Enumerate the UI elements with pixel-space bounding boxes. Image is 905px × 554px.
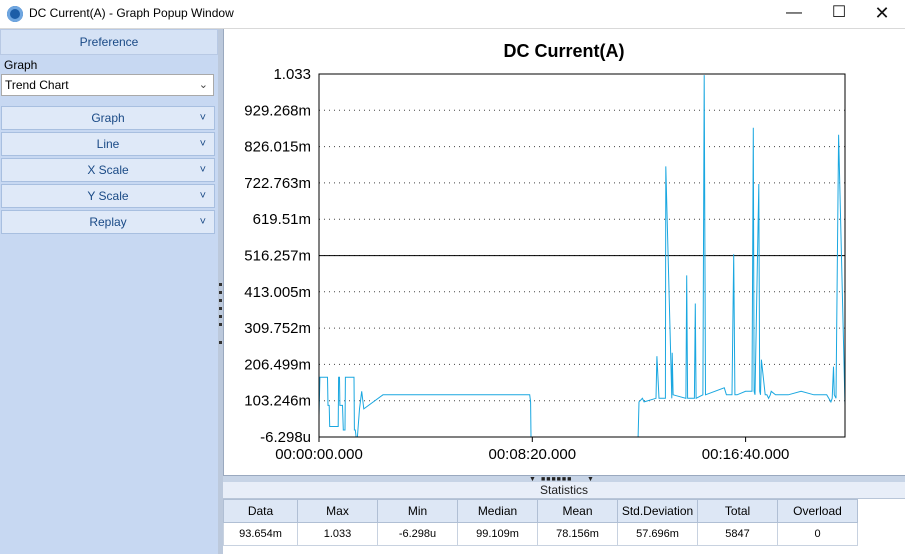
vertical-splitter[interactable] — [218, 29, 223, 554]
splitter-grip-icon — [219, 315, 222, 318]
splitter-grip-icon — [219, 341, 222, 344]
double-chevron-down-icon: ˅ — [199, 216, 206, 228]
splitter-grip-icon — [219, 323, 222, 326]
section-graph[interactable]: Graph ˅ — [1, 106, 215, 130]
chart-title: DC Current(A) — [504, 41, 625, 61]
y-tick-label: 206.499m — [244, 356, 311, 373]
column-header: Total — [697, 499, 778, 523]
y-tick-label: 1.033 — [273, 66, 311, 83]
plot-frame — [318, 73, 846, 438]
splitter-grip-icon — [219, 299, 222, 302]
y-tick-label: 516.257m — [244, 248, 311, 265]
x-tick-label: 00:00:00.000 — [275, 446, 363, 463]
trend-chart: DC Current(A) 1.033 929.268m 826.015m 722.7… — [244, 41, 846, 463]
app-icon — [7, 6, 23, 22]
y-tick-label: -6.298u — [260, 429, 311, 446]
table-cell: 57.696m — [617, 522, 698, 546]
graph-type-select[interactable]: Trend Chart ⌄ — [1, 74, 214, 96]
collapse-down-icon: ▼ — [587, 476, 594, 483]
statistics-table: Data Max Min Median Mean Std.Deviation T… — [223, 499, 858, 546]
column-header: Overload — [777, 499, 858, 523]
table-cell: -6.298u — [377, 522, 458, 546]
y-tick-label: 413.005m — [244, 284, 311, 301]
collapse-down-icon: ▼ — [529, 476, 536, 483]
title-bar: DC Current(A) - Graph Popup Window — ☐ ✕ — [0, 0, 905, 29]
section-y-scale-label: Y Scale — [87, 189, 129, 203]
y-tick-label: 309.752m — [244, 320, 311, 337]
x-axis-ticks: 00:00:00.000 00:08:20.000 00:16:40.000 — [275, 437, 789, 463]
table-cell: 99.109m — [457, 522, 538, 546]
chevron-down-icon: ⌄ — [198, 79, 208, 91]
graph-type-value: Trend Chart — [5, 78, 69, 92]
statistics-header-row: Data Max Min Median Mean Std.Deviation T… — [223, 499, 858, 523]
y-tick-label: 103.246m — [244, 393, 311, 410]
preference-sidebar: Preference Graph Trend Chart ⌄ Graph ˅ L… — [0, 29, 219, 554]
minimize-icon[interactable]: — — [786, 4, 802, 21]
column-header: Std.Deviation — [617, 499, 698, 523]
y-tick-label: 722.763m — [244, 175, 311, 192]
section-line[interactable]: Line ˅ — [1, 132, 215, 156]
column-header: Data — [223, 499, 298, 523]
table-cell: 0 — [777, 522, 858, 546]
y-tick-label: 826.015m — [244, 139, 311, 156]
splitter-grip-icon — [219, 283, 222, 286]
table-cell: 1.033 — [297, 522, 378, 546]
splitter-grip-icon: ■■■■■■ — [541, 476, 573, 483]
table-cell: 5847 — [697, 522, 778, 546]
double-chevron-down-icon: ˅ — [199, 112, 206, 124]
x-tick-label: 00:08:20.000 — [489, 446, 577, 463]
close-icon[interactable]: ✕ — [874, 3, 890, 23]
series-line — [318, 75, 846, 438]
section-graph-label: Graph — [91, 111, 125, 125]
y-tick-label: 929.268m — [244, 102, 311, 119]
splitter-grip-icon — [219, 291, 222, 294]
section-y-scale[interactable]: Y Scale ˅ — [1, 184, 215, 208]
section-x-scale-label: X Scale — [87, 163, 129, 177]
column-header: Max — [297, 499, 378, 523]
column-header: Min — [377, 499, 458, 523]
column-header: Median — [457, 499, 538, 523]
statistics-value-row: 93.654m 1.033 -6.298u 99.109m 78.156m 57… — [223, 522, 858, 546]
table-cell: 93.654m — [223, 522, 298, 546]
y-axis-ticks: 1.033 929.268m 826.015m 722.763m 619.51m 516.… — [244, 66, 311, 446]
double-chevron-down-icon: ˅ — [199, 138, 206, 150]
x-tick-label: 00:16:40.000 — [702, 446, 790, 463]
statistics-title: Statistics — [223, 482, 905, 499]
y-tick-label: 619.51m — [253, 211, 311, 228]
maximize-icon[interactable]: ☐ — [831, 4, 847, 21]
preference-header[interactable]: Preference — [0, 29, 218, 55]
section-replay[interactable]: Replay ˅ — [1, 210, 215, 234]
double-chevron-down-icon: ˅ — [199, 190, 206, 202]
column-header: Mean — [537, 499, 618, 523]
section-replay-label: Replay — [89, 215, 127, 229]
section-line-label: Line — [96, 137, 120, 151]
window-title: DC Current(A) - Graph Popup Window — [29, 6, 234, 20]
double-chevron-down-icon: ˅ — [199, 164, 206, 176]
chart-panel: DC Current(A) 1.033 929.268m 826.015m 722.7… — [223, 29, 905, 475]
graph-type-label: Graph — [4, 58, 38, 72]
statistics-panel: Statistics Data Max Min Median Mean Std.… — [223, 482, 905, 554]
table-cell: 78.156m — [537, 522, 618, 546]
splitter-grip-icon — [219, 307, 222, 310]
horizontal-splitter[interactable]: ▼ ■■■■■■ ▼ — [223, 475, 905, 483]
section-x-scale[interactable]: X Scale ˅ — [1, 158, 215, 182]
